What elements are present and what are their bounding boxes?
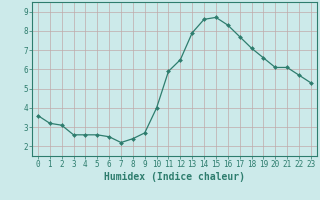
X-axis label: Humidex (Indice chaleur): Humidex (Indice chaleur) [104,172,245,182]
